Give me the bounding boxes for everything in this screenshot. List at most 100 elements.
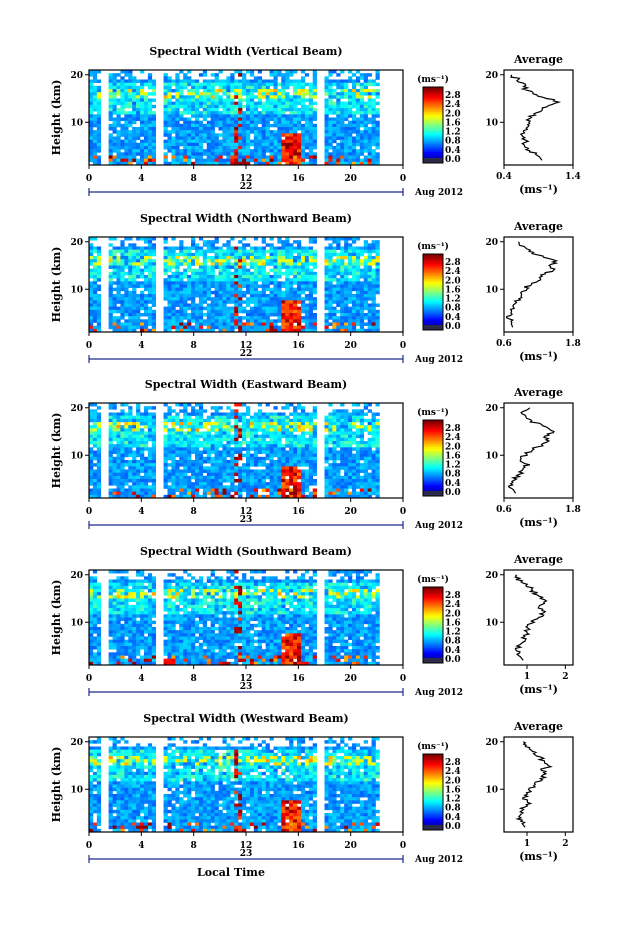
heatmap-cell <box>163 278 168 282</box>
heatmap-cell <box>167 441 172 445</box>
heatmap-cell <box>363 316 368 320</box>
heatmap-cell <box>136 136 141 140</box>
heatmap-cell <box>198 297 204 301</box>
heatmap-cell <box>312 319 317 323</box>
heatmap-cell <box>281 152 286 156</box>
heatmap-cell <box>92 456 98 461</box>
heatmap-cell <box>136 104 141 109</box>
heatmap-cell <box>293 469 298 473</box>
heatmap-cell <box>257 300 262 304</box>
heatmap-cell <box>238 158 243 163</box>
heatmap-cell <box>132 133 137 137</box>
heatmap-cell <box>230 425 235 429</box>
heatmap-cell <box>147 133 153 137</box>
heatmap-cell <box>226 246 231 250</box>
heatmap-cell <box>273 158 278 163</box>
heatmap-cell <box>218 425 223 429</box>
heatmap-cell <box>128 319 133 323</box>
heatmap-cell <box>261 485 266 489</box>
heatmap-cell <box>355 290 361 295</box>
heatmap-cell <box>293 249 298 254</box>
heatmap-cell <box>249 434 255 439</box>
heatmap-cell <box>179 434 184 439</box>
heatmap-cell <box>257 149 262 153</box>
heatmap-cell <box>249 485 255 489</box>
heatmap-cell <box>163 309 168 314</box>
heatmap-cell <box>147 422 153 426</box>
heatmap-cell <box>89 300 94 304</box>
heatmap-cell <box>359 303 365 307</box>
heatmap-cell <box>183 271 188 276</box>
heatmap-cell <box>281 95 286 99</box>
heatmap-cell <box>304 127 310 131</box>
heatmap-cell <box>179 475 184 480</box>
colorbar-swatch <box>423 136 443 139</box>
heatmap-cell <box>214 322 219 326</box>
heatmap-cell <box>214 158 219 163</box>
heatmap-cell <box>116 466 121 470</box>
heatmap-cell <box>285 149 290 153</box>
heatmap-cell <box>289 130 294 134</box>
heatmap-cell <box>112 444 117 448</box>
heatmap-cell <box>273 92 278 96</box>
heatmap-cell <box>234 425 239 429</box>
heatmap-cell <box>89 120 94 125</box>
heatmap-cell <box>285 437 290 442</box>
heatmap-cell <box>218 294 223 298</box>
heatmap-cell <box>92 256 98 260</box>
heatmap-cell <box>277 494 282 499</box>
heatmap-cell <box>242 294 247 298</box>
heatmap-cell <box>202 256 208 260</box>
heatmap-cell <box>147 161 153 166</box>
heatmap-cell <box>312 297 317 301</box>
heatmap-cell <box>312 130 317 134</box>
heatmap-cell <box>230 319 235 323</box>
heatmap-cell <box>191 475 196 480</box>
heatmap-cell <box>124 297 129 301</box>
colorbar-swatch <box>423 144 443 147</box>
heatmap-cell <box>108 262 113 266</box>
heatmap-cell <box>249 437 255 442</box>
heatmap-cell <box>328 161 333 166</box>
heatmap-cell <box>206 114 211 118</box>
heatmap-cell <box>191 243 196 247</box>
heatmap-cell <box>89 463 94 467</box>
heatmap-cell <box>218 139 223 144</box>
heatmap-cell <box>238 108 243 112</box>
heatmap-cell <box>222 428 227 432</box>
heatmap-cell <box>167 133 172 137</box>
heatmap-cell <box>230 460 235 464</box>
heatmap-cell <box>112 466 117 470</box>
heatmap-cell <box>285 460 290 464</box>
heatmap-cell <box>191 428 196 432</box>
heatmap-cell <box>277 428 282 432</box>
heatmap-cell <box>359 306 365 311</box>
heatmap-cell <box>253 108 259 112</box>
heatmap-cell <box>281 290 286 295</box>
heatmap-cell <box>191 482 196 486</box>
heatmap-cell <box>289 297 294 301</box>
heatmap-cell <box>179 322 184 326</box>
heatmap-cell <box>281 158 286 163</box>
heatmap-cell <box>143 120 149 125</box>
heatmap-cell <box>132 246 137 250</box>
heatmap-cell <box>198 265 204 269</box>
heatmap-cell <box>151 466 157 470</box>
heatmap-cell <box>253 79 259 83</box>
colorbar-swatch <box>423 94 443 97</box>
heatmap-cell <box>253 127 259 131</box>
heatmap-cell <box>355 275 361 279</box>
heatmap-cell <box>242 246 247 250</box>
heatmap-cell <box>257 428 262 432</box>
heatmap-cell <box>332 161 337 166</box>
colorbar <box>423 254 443 331</box>
heatmap-cell <box>332 300 337 304</box>
heatmap-cell <box>234 303 239 307</box>
heatmap-cell <box>242 256 247 260</box>
heatmap-cell <box>143 133 149 137</box>
heatmap-cell <box>222 271 227 276</box>
heatmap-cell <box>336 142 341 147</box>
heatmap-cell <box>246 104 251 109</box>
heatmap-cell <box>124 437 129 442</box>
heatmap-cell <box>246 243 251 247</box>
